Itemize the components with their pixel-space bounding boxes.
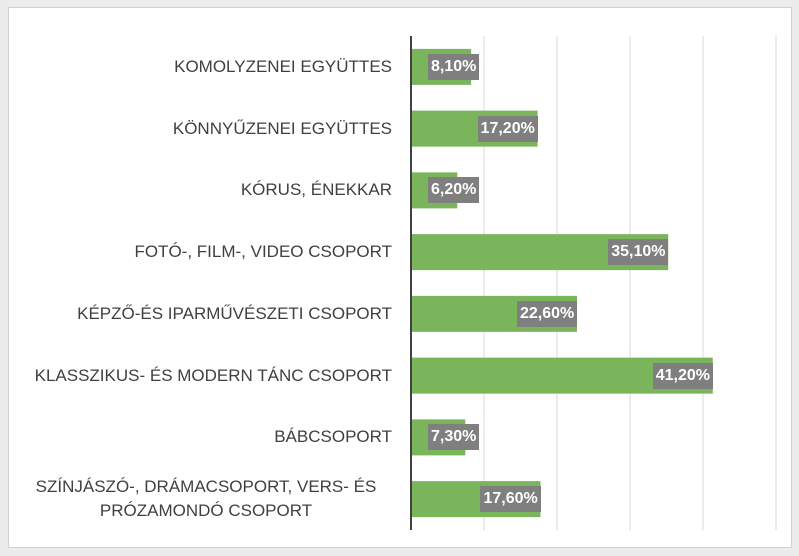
category-text: BÁBCSOPORT (274, 427, 392, 447)
value-label: 17,20% (477, 115, 538, 142)
category-text: KÉPZŐ-ÉS IPARMŰVÉSZETI CSOPORT (77, 303, 392, 323)
value-label: 6,20% (428, 177, 480, 204)
chart-area (8, 7, 792, 548)
value-label: 8,10% (428, 53, 480, 80)
value-label: 7,30% (428, 424, 480, 451)
category-label: SZÍNJÁSZÓ-, DRÁMACSOPORT, VERS- ÉS PRÓZA… (20, 469, 392, 529)
category-text: KÓRUS, ÉNEKKAR (240, 180, 392, 200)
category-text: FOTÓ-, FILM-, VIDEO CSOPORT (134, 242, 392, 262)
category-text: SZÍNJÁSZÓ-, DRÁMACSOPORT, VERS- ÉS PRÓZA… (35, 477, 377, 521)
value-label: 41,20% (652, 362, 714, 389)
category-text: KOMOLYZENEI EGYÜTTES (174, 56, 392, 76)
category-text: KLASSZIKUS- ÉS MODERN TÁNC CSOPORT (34, 365, 392, 385)
category-label: KÓRUS, ÉNEKKAR (20, 160, 392, 220)
category-label: KLASSZIKUS- ÉS MODERN TÁNC CSOPORT (20, 346, 392, 406)
category-label: FOTÓ-, FILM-, VIDEO CSOPORT (20, 222, 392, 282)
category-label: KÉPZŐ-ÉS IPARMŰVÉSZETI CSOPORT (20, 284, 392, 344)
category-label: KOMOLYZENEI EGYÜTTES (20, 37, 392, 97)
category-label: KÖNNYŰZENEI EGYÜTTES (20, 99, 392, 159)
category-label: BÁBCSOPORT (20, 407, 392, 467)
value-label: 17,60% (480, 486, 541, 513)
category-text: KÖNNYŰZENEI EGYÜTTES (172, 118, 392, 138)
value-label: 22,60% (516, 300, 578, 327)
value-label: 35,10% (608, 239, 669, 266)
